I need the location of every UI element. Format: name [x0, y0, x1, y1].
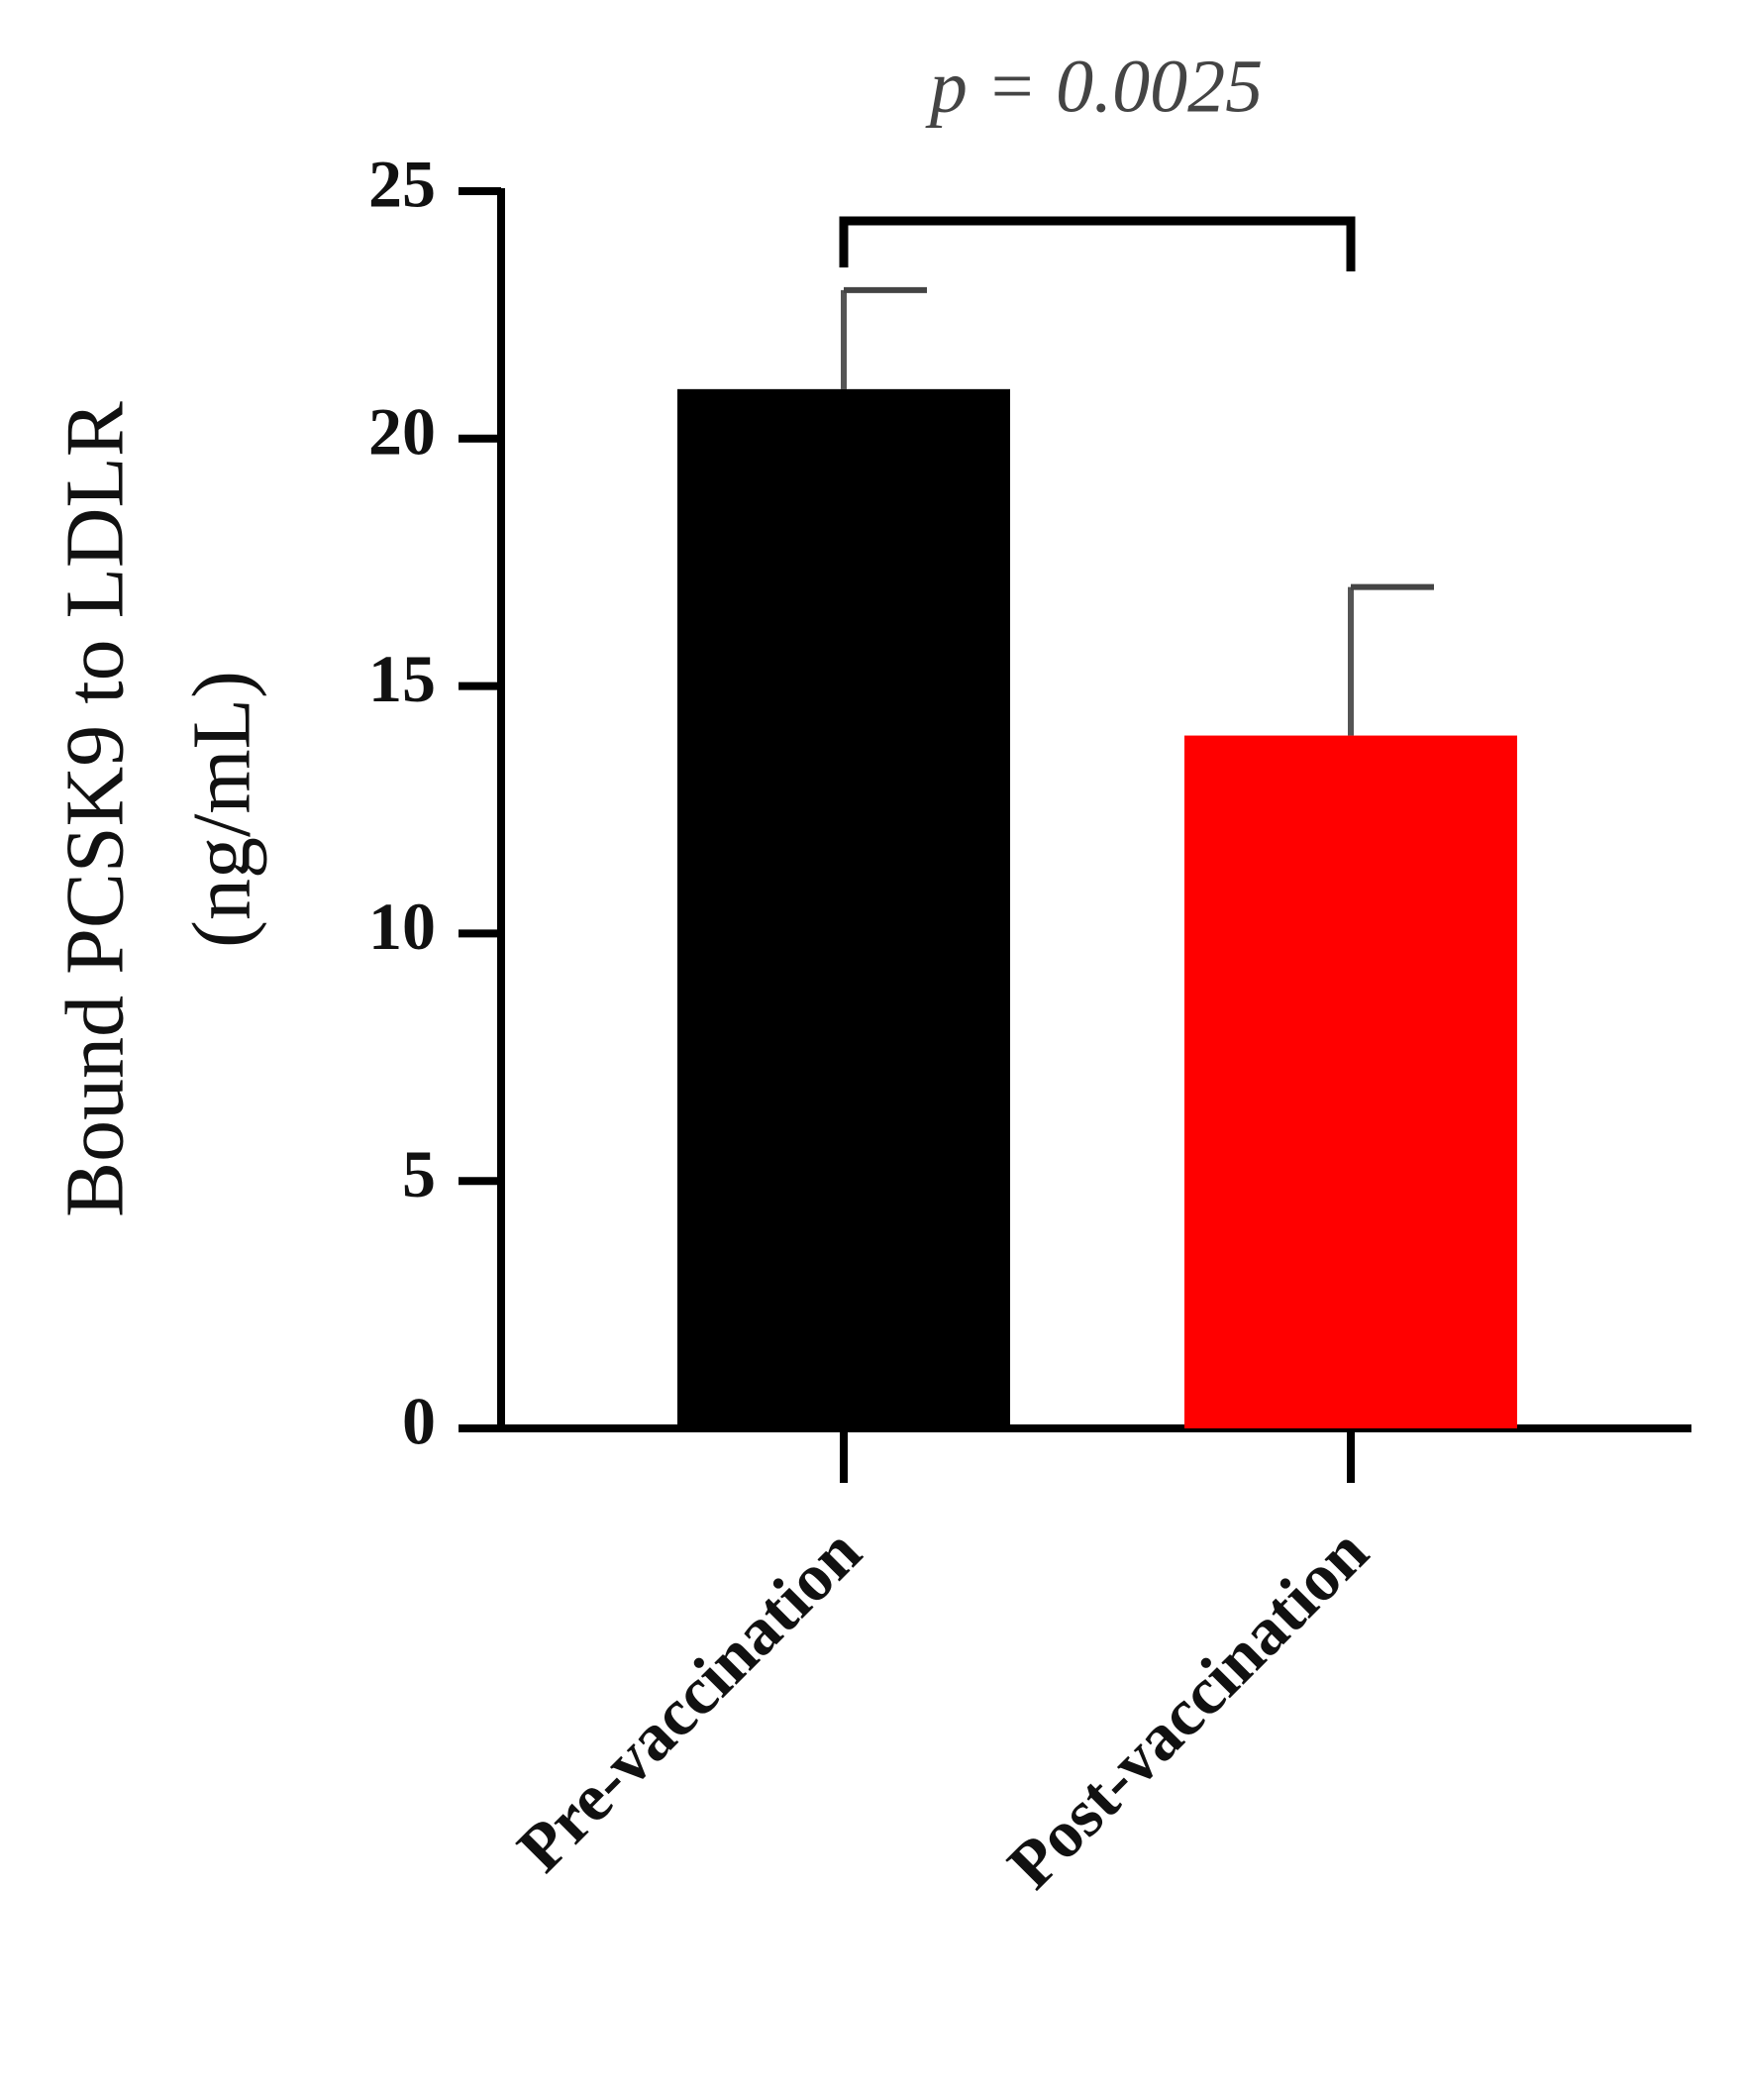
- y-axis-label: (ng/mL): [175, 671, 267, 948]
- bar: [677, 388, 1010, 1429]
- x-tick-label: Post-vaccination: [993, 1514, 1382, 1903]
- y-axis-label: Bound PCSK9 to LDLR: [49, 401, 141, 1217]
- y-tick-label: 5: [402, 1136, 436, 1211]
- y-tick-label: 0: [402, 1384, 436, 1459]
- y-tick-label: 15: [368, 641, 436, 716]
- x-tick-label: Pre-vaccination: [503, 1514, 875, 1886]
- y-tick-label: 20: [368, 393, 436, 469]
- p-value: p = 0.0025: [925, 45, 1263, 128]
- bar: [1184, 735, 1517, 1428]
- significance-bracket: [839, 216, 1356, 271]
- y-tick-label: 25: [368, 147, 436, 222]
- y-tick-label: 10: [368, 889, 436, 964]
